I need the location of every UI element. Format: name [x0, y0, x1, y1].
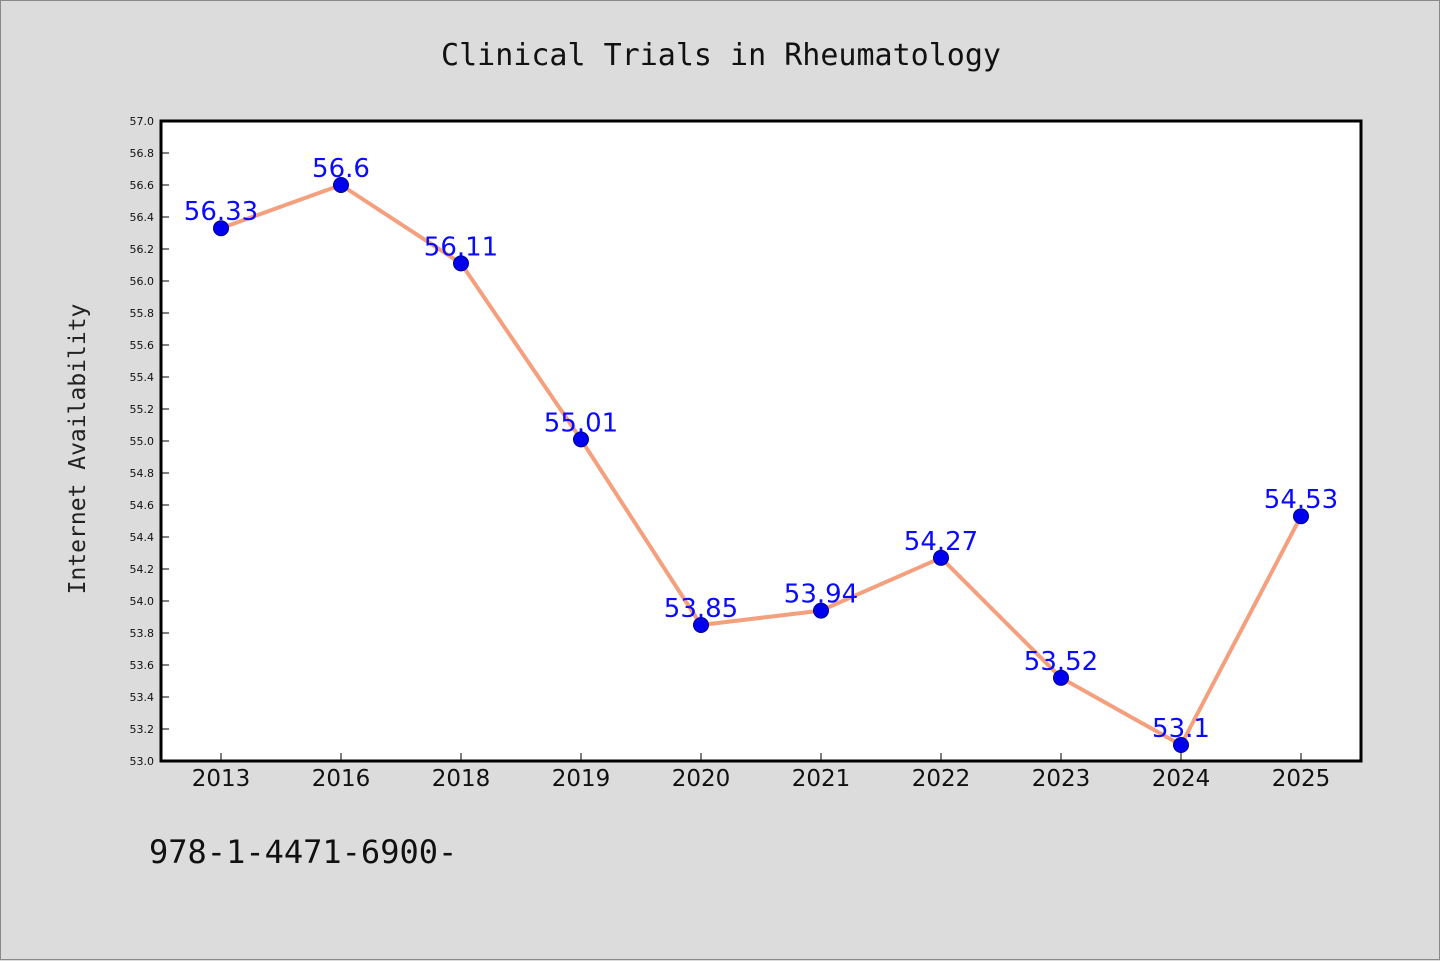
x-tick-label: 2016 [312, 766, 371, 792]
footnote-text: 978-1-4471-6900- [149, 833, 458, 871]
data-point [933, 549, 949, 566]
data-point [333, 177, 349, 193]
data-point [573, 431, 589, 448]
data-label: 56.6 [312, 154, 370, 184]
series-line-path [219, 183, 1303, 747]
data-label: 53.85 [664, 594, 738, 624]
x-tick-label: 2025 [1272, 766, 1331, 792]
data-label: 56.11 [424, 232, 498, 262]
y-tick-label: 54.4 [130, 531, 155, 544]
x-tick-label: 2022 [912, 766, 971, 792]
x-tick-label: 2024 [1152, 766, 1211, 792]
y-tick-label: 53.4 [130, 691, 155, 704]
y-tick-label: 55.6 [130, 339, 155, 352]
x-tick-label: 2020 [672, 766, 731, 792]
y-tick-label: 57.0 [130, 115, 155, 128]
data-label: 54.27 [904, 527, 978, 557]
y-axis: 53.0 53.2 53.4 53.6 53.8 54.0 54.2 54.4 54.6 54.8… [130, 115, 169, 768]
data-point [1293, 508, 1309, 525]
data-point [693, 617, 709, 633]
y-tick-label: 56.0 [130, 275, 155, 288]
x-tick-label: 2013 [192, 766, 251, 792]
data-label: 53.1 [1152, 714, 1210, 744]
data-point [1173, 737, 1189, 753]
y-tick-label: 55.4 [130, 371, 155, 384]
data-labels: 56.33 56.6 56.11 55.01 53.85 53.94 54.27 53.52 5… [184, 154, 1338, 744]
y-tick-label: 53.2 [130, 723, 155, 736]
data-point [1053, 669, 1069, 686]
x-tick-label: 2021 [792, 766, 851, 792]
plot-area [161, 121, 1361, 761]
x-axis: 2013 2016 2018 2019 2020 2021 2022 2023 2024 2025 [192, 753, 1331, 792]
data-label: 54.53 [1264, 485, 1338, 515]
y-tick-label: 54.0 [130, 595, 155, 608]
y-tick-label: 53.0 [130, 755, 155, 768]
x-tick-label: 2023 [1032, 766, 1091, 792]
y-tick-label: 53.6 [130, 659, 155, 672]
y-tick-label: 56.6 [130, 179, 155, 192]
data-point [453, 255, 469, 272]
y-tick-label: 54.6 [130, 499, 155, 512]
y-tick-label: 56.8 [130, 147, 155, 160]
y-tick-label: 55.2 [130, 403, 155, 416]
y-axis-label: Internet Availability [65, 304, 91, 595]
y-tick-label: 53.8 [130, 627, 155, 640]
chart-title: Clinical Trials in Rheumatology [441, 38, 1001, 73]
data-point [213, 220, 229, 237]
x-tick-label: 2018 [432, 766, 491, 792]
data-label: 53.52 [1024, 647, 1098, 677]
data-point [813, 602, 829, 619]
x-tick-label: 2019 [552, 766, 611, 792]
y-tick-label: 56.2 [130, 243, 155, 256]
data-markers [213, 177, 1309, 753]
series-line [219, 183, 1303, 747]
data-label: 53.94 [784, 580, 858, 610]
y-tick-label: 56.4 [130, 211, 155, 224]
y-tick-label: 55.0 [130, 435, 155, 448]
plot-frame [159, 119, 1363, 763]
y-tick-label: 54.8 [130, 467, 155, 480]
data-label: 56.33 [184, 197, 258, 227]
data-label: 55.01 [544, 408, 618, 438]
y-tick-label: 55.8 [130, 307, 155, 320]
y-tick-label: 54.2 [130, 563, 155, 576]
